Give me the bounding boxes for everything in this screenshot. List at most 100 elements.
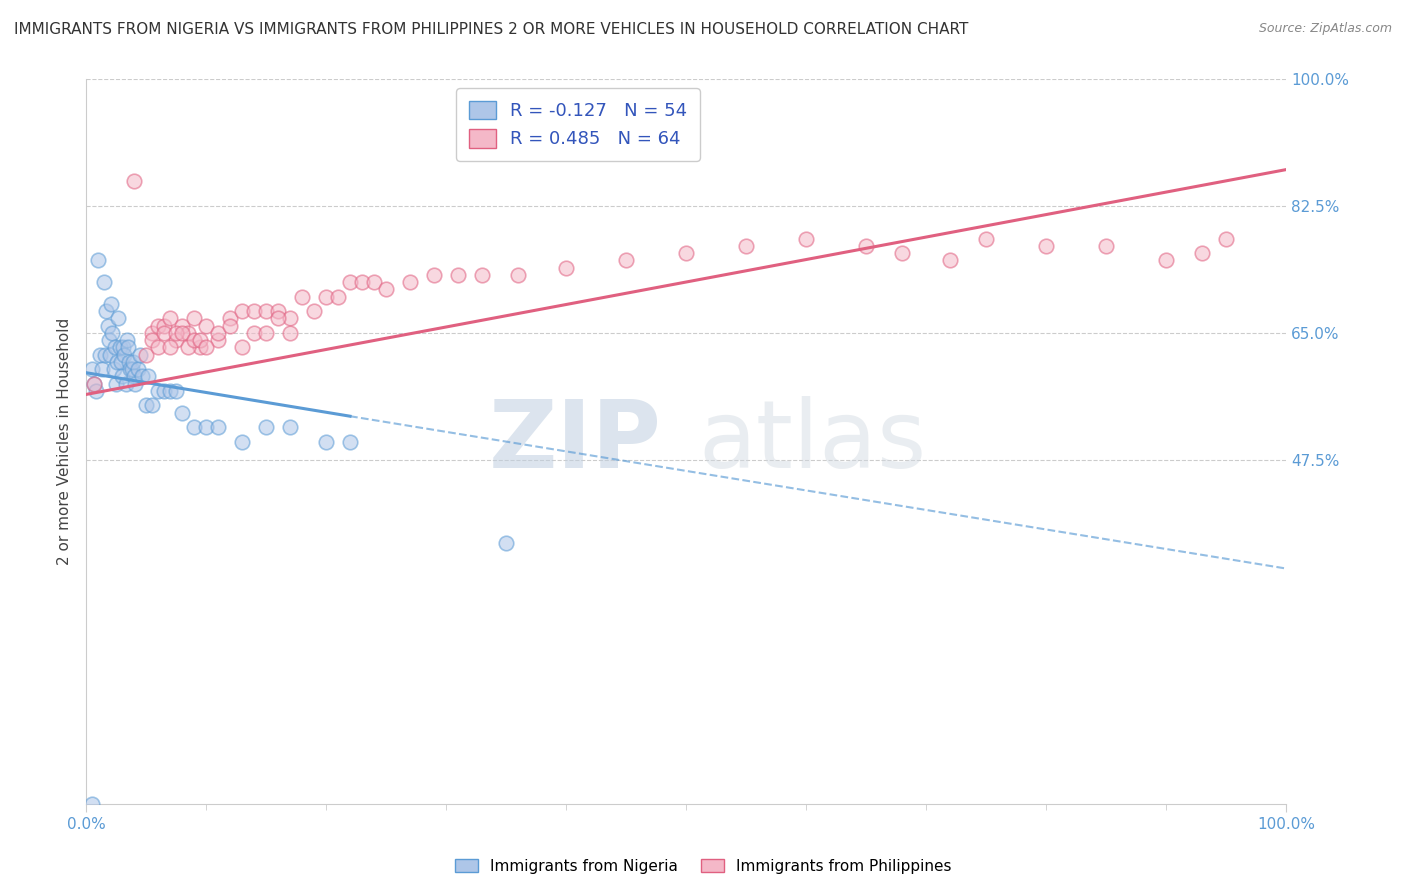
Text: atlas: atlas <box>697 395 927 488</box>
Y-axis label: 2 or more Vehicles in Household: 2 or more Vehicles in Household <box>58 318 72 566</box>
Point <box>80 797 103 812</box>
Point <box>1191 246 1213 260</box>
Point <box>1035 239 1057 253</box>
Point <box>506 268 529 282</box>
Point <box>188 340 211 354</box>
Point <box>146 318 169 333</box>
Point <box>278 311 301 326</box>
Point <box>423 268 446 282</box>
Legend: R = -0.127   N = 54, R = 0.485   N = 64: R = -0.127 N = 54, R = 0.485 N = 64 <box>456 88 700 161</box>
Point <box>153 384 176 398</box>
Text: IMMIGRANTS FROM NIGERIA VS IMMIGRANTS FROM PHILIPPINES 2 OR MORE VEHICLES IN HOU: IMMIGRANTS FROM NIGERIA VS IMMIGRANTS FR… <box>14 22 969 37</box>
Point <box>207 333 229 347</box>
Point <box>111 369 134 384</box>
Point <box>243 326 266 340</box>
Point <box>278 326 301 340</box>
Point <box>231 340 253 354</box>
Point <box>146 384 169 398</box>
Point <box>159 384 181 398</box>
Point <box>115 333 138 347</box>
Point <box>183 420 205 434</box>
Point <box>177 340 200 354</box>
Point <box>855 239 877 253</box>
Point <box>121 362 143 376</box>
Point <box>90 362 112 376</box>
Point <box>110 355 132 369</box>
Point <box>254 326 277 340</box>
Point <box>107 311 129 326</box>
Point <box>153 326 176 340</box>
Point <box>1095 239 1118 253</box>
Point <box>254 420 277 434</box>
Point <box>177 326 200 340</box>
Point <box>278 420 301 434</box>
Point <box>89 347 111 361</box>
Point <box>84 384 107 398</box>
Point <box>131 369 153 384</box>
Point <box>170 406 193 420</box>
Point <box>735 239 758 253</box>
Point <box>891 246 914 260</box>
Point <box>159 311 181 326</box>
Point <box>100 297 122 311</box>
Point <box>80 362 103 376</box>
Point <box>375 282 398 296</box>
Point <box>302 304 325 318</box>
Point <box>495 536 517 550</box>
Point <box>291 289 314 303</box>
Point <box>974 231 997 245</box>
Point <box>183 333 205 347</box>
Point <box>122 173 145 187</box>
Point <box>1215 231 1237 245</box>
Point <box>138 369 160 384</box>
Text: Source: ZipAtlas.com: Source: ZipAtlas.com <box>1258 22 1392 36</box>
Point <box>267 311 290 326</box>
Point <box>98 347 121 361</box>
Point <box>254 304 277 318</box>
Point <box>135 347 157 361</box>
Point <box>153 318 176 333</box>
Point <box>112 340 135 354</box>
Point <box>315 434 337 449</box>
Point <box>87 253 110 268</box>
Point <box>97 318 120 333</box>
Point <box>555 260 578 275</box>
Point <box>96 304 118 318</box>
Point <box>339 275 361 289</box>
Point <box>104 340 127 354</box>
Point <box>794 231 817 245</box>
Point <box>183 311 205 326</box>
Point <box>195 420 218 434</box>
Point <box>195 318 218 333</box>
Point <box>939 253 962 268</box>
Point <box>122 369 145 384</box>
Point <box>165 384 187 398</box>
Point <box>243 304 266 318</box>
Point <box>339 434 361 449</box>
Text: ZIP: ZIP <box>489 395 662 488</box>
Point <box>1154 253 1177 268</box>
Point <box>188 333 211 347</box>
Point <box>350 275 373 289</box>
Point <box>141 326 163 340</box>
Point <box>105 355 128 369</box>
Point <box>231 434 253 449</box>
Point <box>101 326 124 340</box>
Point <box>207 326 229 340</box>
Point <box>114 376 136 391</box>
Point <box>93 275 115 289</box>
Point <box>219 318 242 333</box>
Point <box>614 253 637 268</box>
Point <box>141 398 163 412</box>
Point <box>195 340 218 354</box>
Point <box>105 376 128 391</box>
Point <box>447 268 470 282</box>
Point <box>219 311 242 326</box>
Point <box>120 362 142 376</box>
Point <box>326 289 349 303</box>
Point <box>117 340 139 354</box>
Point <box>83 376 105 391</box>
Point <box>135 398 157 412</box>
Point <box>231 304 253 318</box>
Point <box>129 347 152 361</box>
